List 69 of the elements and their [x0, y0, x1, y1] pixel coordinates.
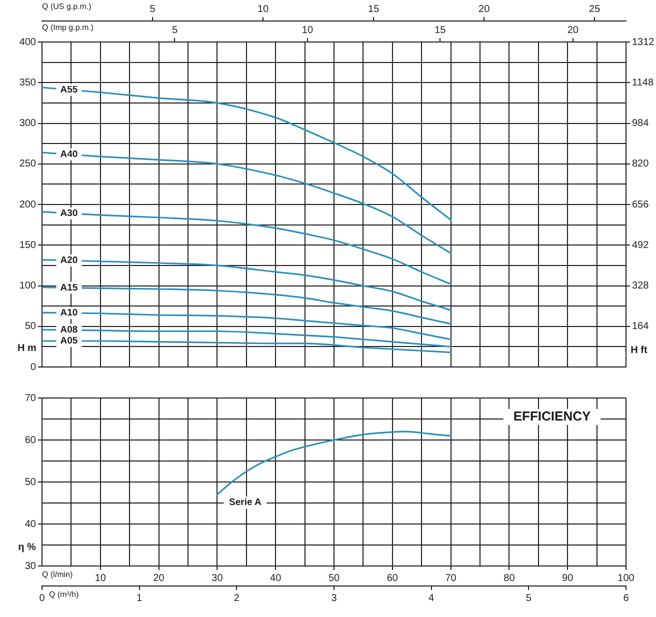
y-tick-label: 200 — [19, 199, 36, 210]
x-tick-label: 30 — [212, 572, 224, 584]
series-label: A20 — [60, 255, 78, 266]
y2-tick-label: 1148 — [632, 77, 654, 88]
x2-tick-label: 5 — [150, 4, 156, 15]
y-tick-label: 150 — [19, 240, 36, 251]
x2-tick-label: 4 — [428, 592, 435, 604]
series-label: A40 — [60, 149, 78, 160]
x-axis-title: Q (Imp g.p.m.) — [42, 23, 94, 32]
series-label: Serie A — [229, 497, 262, 508]
line-series — [42, 86, 452, 221]
y2-tick-label: 492 — [632, 240, 650, 251]
x2-axis-title: Q (m³/h) — [49, 590, 80, 600]
x-tick-label: 60 — [386, 572, 398, 584]
y-tick-label: 50 — [24, 321, 36, 332]
y-tick-label: 50 — [24, 476, 36, 488]
series-label: A05 — [60, 336, 78, 347]
x-tick-label: 15 — [434, 24, 446, 36]
y-tick-label: 100 — [19, 280, 36, 292]
y2-tick-label: 328 — [632, 280, 650, 292]
x2-axis-title: Q (US g.p.m.) — [42, 2, 92, 12]
y-tick-label: 250 — [19, 158, 36, 170]
y2-tick-label: 1312 — [632, 36, 655, 48]
x2-tick-label: 1 — [136, 592, 143, 604]
y-tick-label: 70 — [24, 392, 36, 404]
x-tick-label: 50 — [328, 572, 340, 584]
series-label: A10 — [60, 308, 78, 319]
series-label: A08 — [60, 324, 78, 336]
y-axis-title: H m — [18, 342, 37, 354]
x-tick-label: 20 — [567, 24, 579, 36]
text: EFFICIENCY — [513, 408, 591, 424]
x-axis-title: Q (l/min) — [42, 570, 73, 580]
y2-tick-label: 164 — [632, 321, 650, 332]
y-tick-label: 40 — [24, 518, 36, 530]
x2-tick-label: 5 — [526, 592, 532, 604]
y-tick-label: 30 — [24, 560, 36, 572]
y-tick-label: 300 — [19, 118, 36, 129]
x-tick-label: 5 — [172, 24, 178, 36]
y-tick-label: 400 — [19, 36, 36, 48]
x2-tick-label: 15 — [368, 4, 380, 15]
x-tick-label: 70 — [445, 572, 457, 584]
y2-tick-label: 820 — [632, 158, 650, 170]
x2-tick-label: 2 — [234, 592, 240, 604]
x-tick-label: 10 — [94, 572, 106, 584]
x2-tick-label: 3 — [331, 592, 338, 604]
x-tick-label: 90 — [562, 572, 574, 584]
y2-tick-label: 984 — [632, 118, 650, 129]
y-tick-label: 0 — [30, 362, 36, 373]
y-tick-label: 350 — [19, 77, 36, 88]
line-series — [42, 211, 452, 285]
x2-tick-label: 20 — [478, 4, 490, 15]
x-tick-label: 40 — [270, 572, 282, 584]
x2-tick-label: 10 — [257, 4, 270, 15]
series-label: A30 — [60, 208, 78, 219]
y2-axis-title: H ft — [630, 344, 648, 356]
x-tick-label: 20 — [153, 572, 165, 584]
x2-tick-label: 25 — [589, 4, 601, 15]
x2-tick-label: 6 — [623, 592, 630, 604]
x-tick-label: 10 — [302, 24, 314, 36]
x2-tick-label: 0 — [39, 592, 46, 604]
series-label: A55 — [60, 84, 78, 96]
line-series — [216, 430, 452, 496]
x-tick-label: 100 — [618, 572, 635, 584]
series-label: A15 — [60, 282, 78, 294]
y-tick-label: 60 — [24, 434, 36, 446]
line-series — [42, 152, 452, 254]
y-axis-title: η % — [18, 542, 36, 553]
x-tick-label: 80 — [504, 572, 516, 584]
y2-tick-label: 656 — [632, 199, 650, 210]
